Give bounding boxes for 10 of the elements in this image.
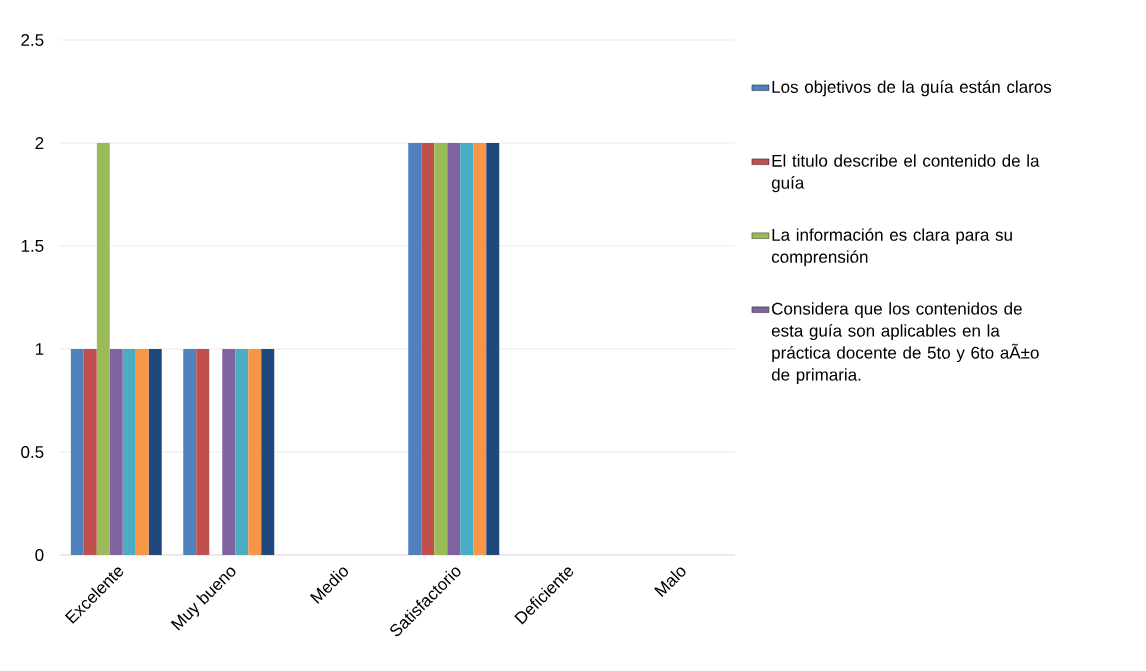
y-tick-label: 0.5 xyxy=(21,445,44,459)
legend-label: El titulo describe el contenido de la guía xyxy=(771,154,1040,193)
y-tick-label: 1.5 xyxy=(21,240,44,252)
y-tick-label: 2 xyxy=(35,137,44,149)
legend-label: La información es clara para su comprensión xyxy=(771,228,1012,267)
y-tick-label: 2.5 xyxy=(21,33,44,47)
y-tick-label: 1 xyxy=(35,343,44,355)
legend-label: Los objetivos de la guía están claros xyxy=(772,80,1052,97)
legend-label: Considera que los contenidos de esta guía son aplicables en la práctica docente de 5to y 6to aÃ±o de primaria. xyxy=(771,302,1039,385)
y-tick-label: 0 xyxy=(35,548,44,562)
